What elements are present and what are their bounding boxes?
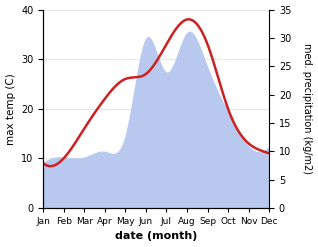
Y-axis label: med. precipitation (kg/m2): med. precipitation (kg/m2) (302, 43, 313, 174)
X-axis label: date (month): date (month) (115, 231, 197, 242)
Y-axis label: max temp (C): max temp (C) (5, 73, 16, 144)
